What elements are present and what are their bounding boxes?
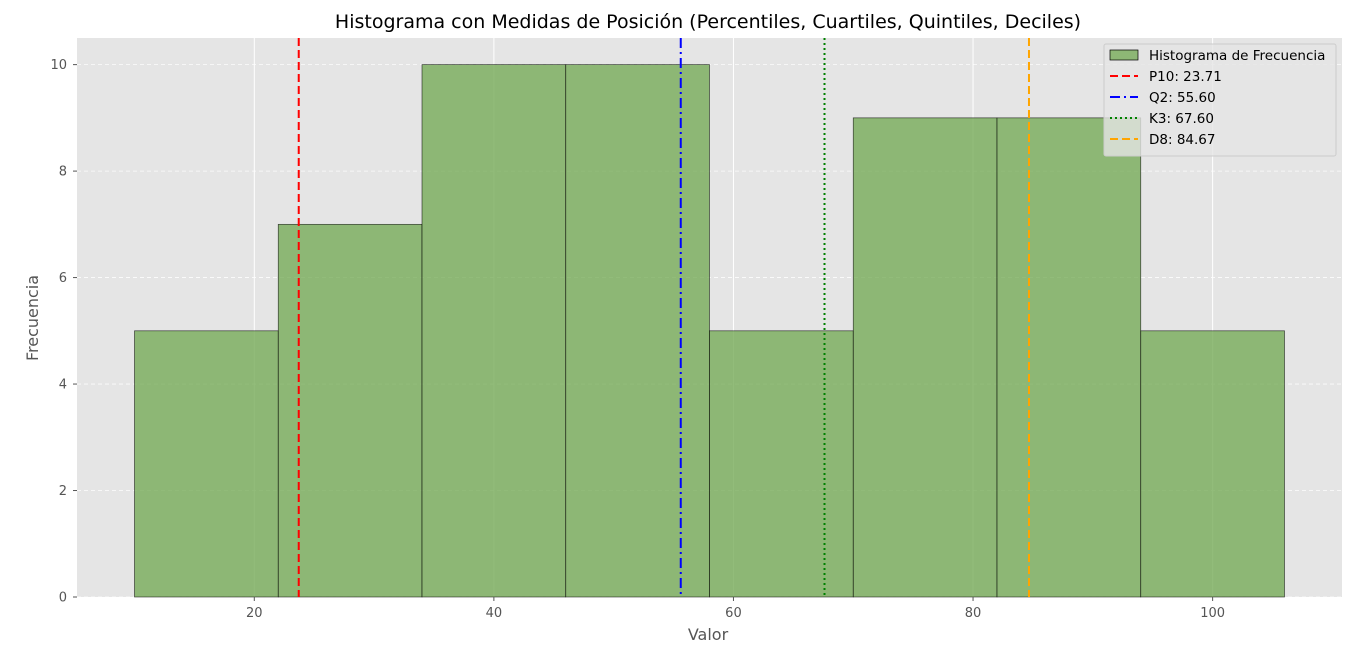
legend-box <box>1103 43 1337 157</box>
x-tick-label: 80 <box>965 606 982 621</box>
histogram-bar <box>565 64 710 598</box>
bars <box>134 64 1285 598</box>
histogram-bar <box>277 223 423 598</box>
x-tick-label: 60 <box>725 606 742 621</box>
y-axis-label: Frecuencia <box>23 275 42 361</box>
y-tick-label: 6 <box>59 271 67 286</box>
legend: Histograma de Frecuencia P10: 23.71 Q2: 55… <box>1103 43 1337 157</box>
legend-swatch <box>1109 49 1139 61</box>
y-tick-label: 8 <box>59 165 67 180</box>
x-tick-label: 40 <box>486 606 503 621</box>
chart-title: Histograma con Medidas de Posición (Perc… <box>335 11 1081 33</box>
y-axis-ticks: 0 2 4 6 8 10 <box>50 58 77 606</box>
x-axis-ticks: 20 40 60 80 100 <box>246 597 1225 621</box>
y-tick-label: 4 <box>59 378 67 393</box>
x-tick-label: 20 <box>246 606 263 621</box>
histogram-bar <box>709 330 854 598</box>
histogram-bar <box>1140 330 1285 598</box>
x-tick-label: 100 <box>1200 606 1225 621</box>
histogram-bar <box>134 330 279 598</box>
legend-label: P10: 23.71 <box>1149 69 1222 85</box>
legend-label: Histograma de Frecuencia <box>1149 48 1325 64</box>
y-tick-label: 0 <box>59 591 67 606</box>
y-tick-label: 2 <box>59 484 67 499</box>
reference-lines <box>297 38 1030 597</box>
legend-label: K3: 67.60 <box>1149 111 1214 127</box>
legend-label: D8: 84.67 <box>1149 132 1215 148</box>
x-axis-label: Valor <box>688 625 729 644</box>
legend-label: Q2: 55.60 <box>1149 90 1216 106</box>
y-tick-label: 10 <box>50 58 67 73</box>
histogram-bar <box>996 117 1142 598</box>
histogram-bar <box>421 64 567 598</box>
histogram-bar <box>852 117 998 598</box>
